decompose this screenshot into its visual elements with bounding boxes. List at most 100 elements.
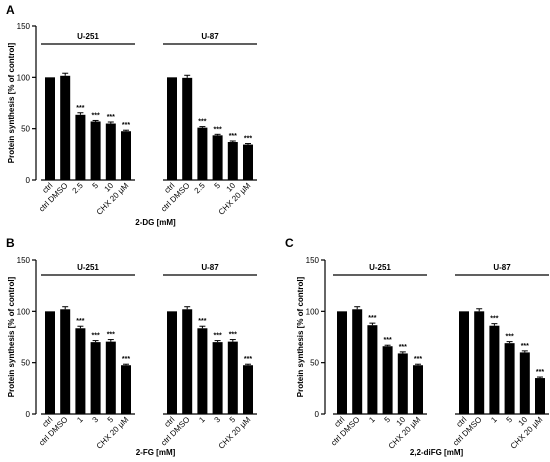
significance-label: *** (414, 356, 422, 363)
significance-label: *** (198, 318, 206, 325)
significance-label: *** (506, 334, 514, 341)
bar (90, 121, 101, 180)
bar (197, 127, 208, 180)
y-tick-label: 50 (21, 359, 30, 368)
significance-label: *** (244, 356, 252, 363)
bar (459, 311, 469, 414)
significance-label: *** (107, 332, 115, 339)
x-tick-label: 5 (106, 415, 116, 425)
y-axis-label: Protein synthesis [% of control] (296, 276, 305, 397)
x-tick-label: 5 (213, 181, 223, 191)
y-tick-label: 0 (26, 176, 31, 185)
bar (45, 77, 55, 180)
group-label: U-87 (201, 263, 219, 272)
x-tick-label: 2.5 (71, 181, 86, 196)
bar (167, 311, 177, 414)
significance-label: *** (122, 356, 130, 363)
bar (243, 144, 253, 180)
bar (105, 341, 116, 414)
y-tick-label: 0 (26, 410, 31, 419)
y-tick-label: 150 (306, 256, 320, 265)
significance-label: *** (384, 337, 392, 344)
bar (519, 352, 530, 414)
x-tick-label: 3 (91, 415, 101, 425)
x-tick-label: 1 (367, 415, 377, 425)
bar (45, 311, 55, 414)
bar (182, 309, 193, 414)
bar (489, 325, 500, 414)
bar (75, 328, 86, 414)
bar (197, 328, 208, 414)
bar (167, 77, 177, 180)
significance-label: *** (76, 318, 84, 325)
x-tick-label: 5 (91, 181, 101, 191)
group-label: U-251 (369, 263, 391, 272)
bar (60, 309, 71, 414)
bar (504, 343, 515, 414)
group-label: U-251 (77, 263, 99, 272)
significance-label: *** (399, 344, 407, 351)
bar (182, 77, 193, 180)
y-tick-label: 100 (306, 307, 320, 316)
x-tick-label: 3 (213, 415, 223, 425)
x-axis-label: 2-DG [mM] (135, 218, 176, 227)
bar (75, 114, 86, 180)
panel-label: A (6, 3, 15, 17)
y-tick-label: 50 (21, 125, 30, 134)
bar (382, 346, 393, 414)
x-tick-label: 5 (383, 415, 393, 425)
bar (535, 378, 545, 414)
bar (227, 142, 238, 180)
bar (413, 365, 423, 414)
chart-panel-a: A 0 50 100 150 Protein synthesis [% of contro… (6, 3, 257, 227)
bar (60, 75, 71, 180)
bar (227, 341, 238, 414)
group-label: U-251 (77, 32, 99, 41)
panel-label: B (6, 236, 15, 250)
significance-label: *** (198, 119, 206, 126)
significance-label: *** (536, 369, 544, 376)
x-tick-label: 1 (197, 415, 207, 425)
x-tick-label: 1 (75, 415, 85, 425)
significance-label: *** (76, 105, 84, 112)
significance-label: *** (92, 333, 100, 340)
panel-label: C (285, 236, 294, 250)
bar (212, 135, 223, 180)
significance-label: *** (229, 332, 237, 339)
significance-label: *** (107, 114, 115, 121)
chart-panel-c: C 0 50 100 150 Protein synthesis [% of contro… (285, 236, 549, 457)
y-tick-label: 100 (17, 73, 31, 82)
significance-label: *** (214, 126, 222, 133)
significance-label: *** (521, 343, 529, 350)
bar (105, 123, 116, 180)
significance-label: *** (490, 316, 498, 323)
significance-label: *** (122, 122, 130, 129)
x-axis-label: 2,2-diFG [mM] (410, 448, 464, 457)
significance-label: *** (214, 333, 222, 340)
bar (337, 311, 347, 414)
group-label: U-87 (201, 32, 219, 41)
significance-label: *** (92, 112, 100, 119)
chart-panel-b: B 0 50 100 150 Protein synthesis [% of contro… (6, 236, 257, 457)
y-tick-label: 150 (17, 22, 31, 31)
bar (397, 353, 408, 414)
y-tick-label: 0 (315, 410, 320, 419)
bar (243, 365, 253, 414)
significance-label: *** (368, 315, 376, 322)
bar (367, 325, 378, 414)
bar (121, 365, 131, 414)
bar (90, 342, 101, 414)
y-tick-label: 50 (310, 359, 319, 368)
y-tick-label: 100 (17, 307, 31, 316)
x-tick-label: 5 (228, 415, 238, 425)
bar (121, 131, 131, 180)
y-axis-label: Protein synthesis [% of control] (7, 42, 16, 163)
y-tick-label: 150 (17, 256, 31, 265)
x-axis-label: 2-FG [mM] (136, 448, 176, 457)
significance-label: *** (244, 136, 252, 143)
bar (352, 309, 363, 414)
x-tick-label: 5 (505, 415, 515, 425)
x-tick-label: 2.5 (193, 181, 208, 196)
group-label: U-87 (493, 263, 511, 272)
